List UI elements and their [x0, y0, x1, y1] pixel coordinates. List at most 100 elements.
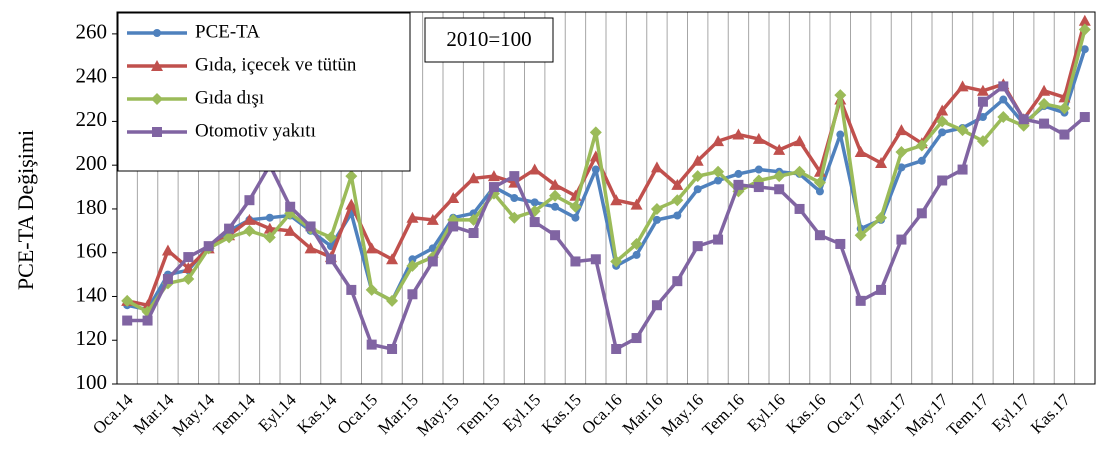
- point: [773, 143, 786, 155]
- point: [917, 156, 926, 165]
- point: [244, 195, 255, 206]
- point: [122, 315, 133, 326]
- point: [243, 224, 256, 237]
- point: [732, 128, 745, 140]
- point: [304, 242, 317, 254]
- point: [957, 164, 968, 175]
- point: [854, 229, 867, 242]
- point: [651, 300, 662, 311]
- y-tick-label: 220: [76, 107, 108, 131]
- point: [243, 213, 256, 225]
- point: [650, 161, 663, 173]
- point: [773, 170, 786, 183]
- point: [408, 255, 417, 264]
- point: [387, 343, 398, 354]
- point: [365, 283, 378, 296]
- legend: PCE-TA Gıda, içecek ve tütün Gıda dışı Otom…: [117, 12, 411, 172]
- y-tick-label: 200: [76, 151, 108, 175]
- point: [365, 242, 378, 254]
- point: [427, 256, 438, 267]
- x-tick-label: Tem.16: [698, 390, 748, 440]
- legend-label: Otomotiv yakıtı: [195, 120, 316, 141]
- point: [895, 146, 908, 159]
- point: [734, 169, 743, 178]
- x-tick-label: Mar.15: [374, 390, 422, 438]
- point: [183, 252, 194, 263]
- x-tick-label: Eyl.17: [988, 390, 1034, 436]
- point: [1078, 23, 1091, 36]
- point: [936, 104, 949, 116]
- point: [713, 234, 724, 245]
- point: [203, 241, 214, 252]
- legend-box: [117, 12, 411, 172]
- point: [997, 111, 1010, 124]
- x-tick-label: Oca.15: [333, 390, 381, 438]
- point: [834, 89, 847, 102]
- point: [835, 238, 846, 249]
- point: [671, 194, 684, 207]
- point: [876, 284, 887, 295]
- point: [714, 176, 723, 185]
- point: [589, 126, 602, 139]
- point: [151, 93, 163, 105]
- y-tick-label: 180: [76, 195, 108, 219]
- point: [672, 276, 683, 287]
- point: [673, 211, 682, 220]
- point: [855, 295, 866, 306]
- point: [551, 202, 560, 211]
- point: [630, 198, 643, 210]
- point: [733, 179, 744, 190]
- x-tick-label: Oca.14: [89, 390, 137, 438]
- point: [793, 165, 806, 178]
- point: [386, 253, 399, 265]
- point: [1059, 129, 1070, 140]
- point: [161, 244, 174, 256]
- x-tick-label: Oca.17: [822, 390, 870, 438]
- legend-label: Gıda, içecek ve tütün: [195, 54, 357, 75]
- x-tick-label: Eyl.14: [255, 390, 301, 436]
- series: [122, 81, 1090, 354]
- point: [1058, 102, 1071, 115]
- legend-label: Gıda dışı: [195, 87, 264, 108]
- point: [854, 146, 867, 158]
- annotation-box: [424, 17, 554, 63]
- point: [671, 178, 684, 190]
- point: [447, 192, 460, 203]
- annotation: 2010=100: [446, 27, 531, 51]
- point: [632, 250, 641, 259]
- series-line: [126, 20, 1087, 307]
- point: [753, 182, 764, 193]
- point: [752, 132, 765, 144]
- point: [569, 200, 582, 213]
- y-tick-label: 240: [76, 63, 108, 87]
- point: [1039, 118, 1050, 129]
- point: [976, 135, 989, 148]
- point: [956, 80, 969, 92]
- x-tick-label: Tem.17: [943, 390, 993, 440]
- point: [978, 113, 987, 122]
- x-tick-label: Kas.14: [293, 390, 341, 438]
- y-tick-label: 100: [76, 370, 108, 394]
- point: [999, 95, 1008, 104]
- point: [407, 289, 418, 300]
- point: [224, 223, 235, 234]
- point: [324, 231, 337, 244]
- series-line: [126, 29, 1087, 314]
- x-tick-label: May.15: [413, 390, 463, 440]
- point: [571, 213, 580, 222]
- point: [345, 170, 358, 183]
- point: [263, 231, 276, 244]
- point: [549, 178, 562, 190]
- point: [510, 194, 519, 202]
- point: [774, 184, 785, 195]
- series-line: [127, 84, 1086, 351]
- x-tick-label: Kas.15: [538, 390, 585, 437]
- point: [977, 96, 988, 107]
- point: [448, 221, 459, 232]
- point: [813, 176, 826, 189]
- point: [467, 172, 480, 184]
- point: [611, 343, 622, 354]
- point: [265, 213, 274, 222]
- point: [815, 187, 824, 196]
